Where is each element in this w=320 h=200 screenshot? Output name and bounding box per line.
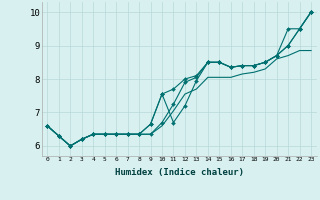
X-axis label: Humidex (Indice chaleur): Humidex (Indice chaleur) bbox=[115, 168, 244, 177]
